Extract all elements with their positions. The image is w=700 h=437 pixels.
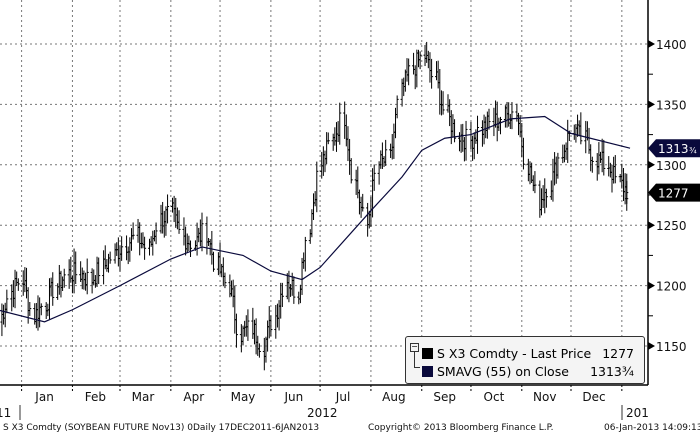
collapse-icon[interactable]: − <box>410 342 419 352</box>
y-tick-arrow <box>648 40 655 48</box>
x-month-label: Apr <box>183 390 204 404</box>
y-tick-arrow <box>648 342 655 350</box>
legend: − S X3 Comdty - Last Price 1277 SMAVG (5… <box>405 336 645 384</box>
footer-copyright: Copyright© 2013 Bloomberg Finance L.P. <box>368 423 554 433</box>
last-price-tag-text: 1277 <box>658 187 689 201</box>
swatch-icon <box>422 366 433 377</box>
x-month-label: Feb <box>85 390 106 404</box>
legend-value-sma: 1313¾ <box>590 364 634 379</box>
y-tick-arrow <box>648 160 655 169</box>
y-tick-arrow <box>648 100 655 109</box>
x-month-label: Sep <box>433 390 456 404</box>
x-month-label: Mar <box>132 390 155 404</box>
y-tick-label: 1300 <box>656 159 687 173</box>
legend-value-last-price: 1277 <box>602 346 634 361</box>
sma-line <box>0 115 631 323</box>
sma-value-tag-frac: ¾ <box>689 146 697 155</box>
sma-value-tag-text: 1313 <box>658 142 689 156</box>
legend-item-last-price: S X3 Comdty - Last Price <box>422 346 591 361</box>
x-month-label: Nov <box>533 390 556 404</box>
x-month-label: Jul <box>335 390 350 404</box>
x-month-label: May <box>231 390 256 404</box>
x-month-label: Jun <box>283 390 303 404</box>
x-year-label: 2012 <box>307 406 338 420</box>
y-tick-arrow <box>648 281 655 290</box>
swatch-icon <box>422 348 433 359</box>
y-tick-label: 1350 <box>656 98 687 112</box>
y-tick-arrow <box>648 221 655 230</box>
x-year-label: 201 <box>626 406 649 420</box>
price-chart: 1150 1200 1250 1300 1350 1400 Jan Feb Mar Apr May J… <box>0 0 700 420</box>
y-tick-label: 1150 <box>656 340 687 354</box>
footer-ticker: S X3 Comdty (SOYBEAN FUTURE Nov13) 0Dail… <box>3 423 320 433</box>
legend-item-sma: SMAVG (55) on Close <box>422 364 569 379</box>
y-tick-label: 1400 <box>656 38 687 52</box>
y-tick-label: 1250 <box>656 219 687 233</box>
x-month-label: Dec <box>582 390 605 404</box>
y-tick-label: 1200 <box>656 280 687 294</box>
x-month-label: Jan <box>34 390 54 404</box>
last-price-tag <box>648 183 700 202</box>
x-year-label: 11 <box>0 406 11 420</box>
sma-value-tag <box>648 139 700 158</box>
x-month-label: Aug <box>382 390 405 404</box>
x-month-label: Oct <box>484 390 505 404</box>
footer-timestamp: 06-Jan-2013 14:09:13 <box>604 423 700 433</box>
